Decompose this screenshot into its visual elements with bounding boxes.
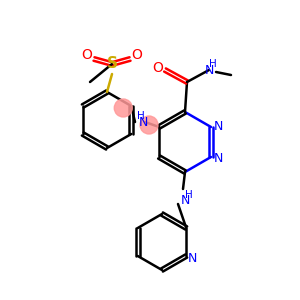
Text: N: N bbox=[180, 194, 190, 206]
Text: N: N bbox=[188, 253, 197, 266]
Text: O: O bbox=[153, 61, 164, 75]
Text: H: H bbox=[209, 59, 217, 69]
Text: O: O bbox=[132, 48, 142, 62]
Circle shape bbox=[114, 99, 132, 117]
Circle shape bbox=[140, 116, 158, 134]
Text: O: O bbox=[82, 48, 92, 62]
Text: N: N bbox=[138, 116, 148, 130]
Text: H: H bbox=[185, 190, 193, 200]
Text: H: H bbox=[137, 111, 145, 121]
Text: S: S bbox=[106, 56, 118, 71]
Text: N: N bbox=[204, 64, 214, 76]
Text: N: N bbox=[213, 152, 223, 164]
Text: N: N bbox=[213, 119, 223, 133]
